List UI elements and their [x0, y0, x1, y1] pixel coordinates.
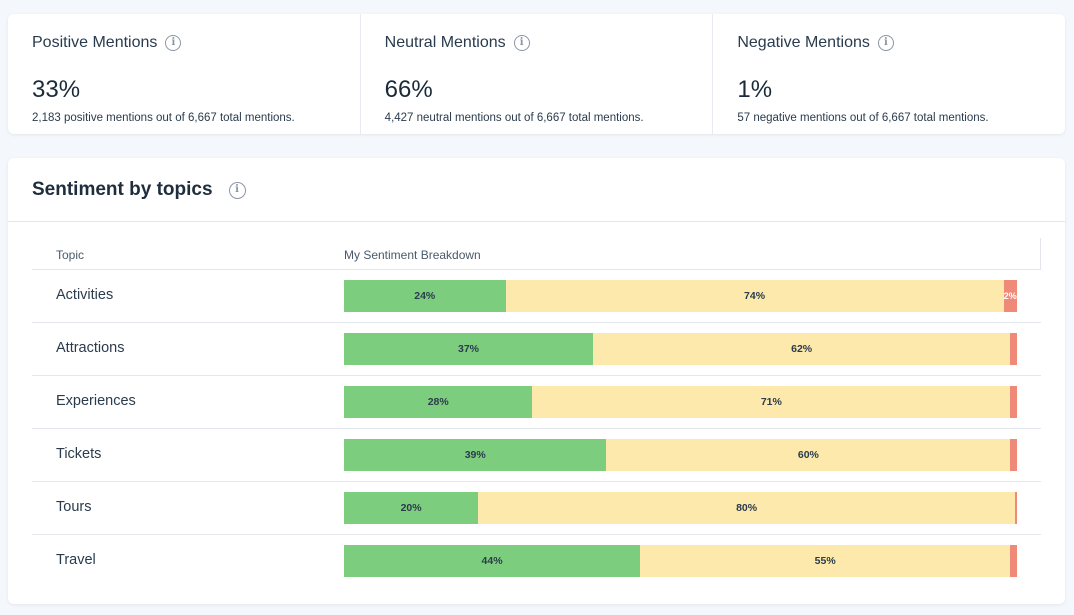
table-body: Activities 24% 74% 2% Attractions 37% 62% Exper…: [32, 270, 1041, 587]
panel-header: Sentiment by topics i: [8, 158, 1065, 222]
metric-value: 1%: [737, 76, 773, 103]
neutral-segment[interactable]: 62%: [593, 333, 1011, 365]
table-row[interactable]: Tours 20% 80%: [32, 482, 1041, 535]
metric-value: 33%: [32, 76, 81, 103]
sentiment-bar[interactable]: 24% 74% 2%: [344, 280, 1017, 312]
topic-label: Tickets: [56, 446, 102, 462]
negative-mentions-card: Negative Mentions i 1% 57 negative menti…: [713, 14, 1065, 134]
topic-label: Experiences: [56, 393, 136, 409]
negative-segment[interactable]: 2%: [1003, 280, 1017, 312]
table-row[interactable]: Attractions 37% 62%: [32, 323, 1041, 376]
positive-segment[interactable]: 28%: [344, 386, 533, 418]
metric-description: 57 negative mentions out of 6,667 total …: [737, 112, 989, 124]
info-icon[interactable]: i: [877, 35, 894, 51]
positive-segment[interactable]: 44%: [344, 545, 641, 577]
negative-segment[interactable]: [1010, 333, 1017, 365]
negative-segment[interactable]: [1014, 492, 1017, 524]
neutral-segment[interactable]: 60%: [606, 439, 1011, 471]
info-icon[interactable]: i: [228, 181, 246, 199]
topic-label: Activities: [56, 287, 114, 303]
positive-segment[interactable]: 39%: [344, 439, 607, 471]
positive-segment[interactable]: 37%: [344, 333, 593, 365]
sentiment-bar[interactable]: 44% 55%: [344, 545, 1017, 577]
metric-description: 4,427 neutral mentions out of 6,667 tota…: [384, 112, 644, 124]
neutral-segment[interactable]: 71%: [532, 386, 1011, 418]
info-icon[interactable]: i: [513, 35, 530, 51]
sentiment-bar[interactable]: 28% 71%: [344, 386, 1017, 418]
metric-title: Positive Mentions: [32, 34, 158, 51]
table-header: Topic My Sentiment Breakdown: [32, 238, 1041, 270]
positive-segment[interactable]: 24%: [344, 280, 506, 312]
topic-label: Travel: [56, 552, 96, 568]
positive-segment[interactable]: 20%: [344, 492, 479, 524]
table-row[interactable]: Experiences 28% 71%: [32, 376, 1041, 429]
table-row[interactable]: Travel 44% 55%: [32, 535, 1041, 587]
sentiment-table: Topic My Sentiment Breakdown Activities 2…: [32, 238, 1041, 587]
metrics-summary: Positive Mentions i 33% 2,183 positive m…: [8, 14, 1065, 134]
metric-description: 2,183 positive mentions out of 6,667 tot…: [32, 112, 295, 124]
column-header-breakdown[interactable]: My Sentiment Breakdown: [344, 248, 481, 262]
sentiment-bar[interactable]: 37% 62%: [344, 333, 1017, 365]
neutral-segment[interactable]: 55%: [640, 545, 1011, 577]
negative-segment[interactable]: [1010, 386, 1017, 418]
sentiment-bar[interactable]: 39% 60%: [344, 439, 1017, 471]
table-row[interactable]: Tickets 39% 60%: [32, 429, 1041, 482]
negative-segment[interactable]: [1010, 545, 1017, 577]
table-row[interactable]: Activities 24% 74% 2%: [32, 270, 1041, 323]
negative-segment[interactable]: [1010, 439, 1017, 471]
metric-title: Negative Mentions: [737, 34, 870, 51]
sentiment-by-topics-panel: Sentiment by topics i Topic My Sentiment…: [8, 158, 1065, 604]
neutral-segment[interactable]: 80%: [478, 492, 1015, 524]
panel-title: Sentiment by topics: [32, 179, 213, 200]
positive-mentions-card: Positive Mentions i 33% 2,183 positive m…: [8, 14, 361, 134]
topic-label: Tours: [56, 499, 92, 515]
column-header-topic[interactable]: Topic: [56, 248, 85, 262]
metric-title: Neutral Mentions: [384, 34, 506, 51]
neutral-segment[interactable]: 74%: [505, 280, 1004, 312]
topic-label: Attractions: [56, 340, 125, 356]
metric-value: 66%: [384, 76, 433, 103]
neutral-mentions-card: Neutral Mentions i 66% 4,427 neutral men…: [361, 14, 714, 134]
info-icon[interactable]: i: [165, 35, 182, 51]
sentiment-bar[interactable]: 20% 80%: [344, 492, 1017, 524]
